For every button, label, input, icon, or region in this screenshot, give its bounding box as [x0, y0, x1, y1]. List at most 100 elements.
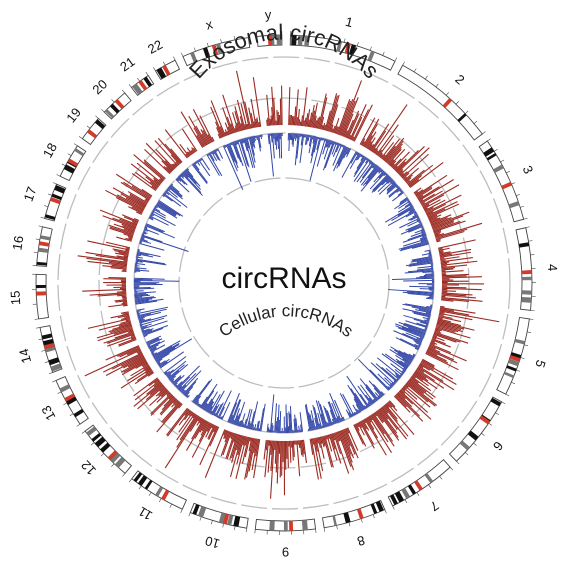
exosomal-bar: [337, 100, 352, 135]
exosomal-bar: [192, 108, 212, 144]
cellular-bar: [140, 323, 152, 328]
exosomal-bar: [439, 251, 451, 255]
cellular-bar: [359, 378, 378, 401]
exosomal-bar: [319, 97, 328, 130]
exosomal-bar: [155, 387, 167, 397]
scale-tick: [455, 101, 459, 105]
cellular-bar: [201, 390, 215, 409]
scale-tick: [382, 51, 385, 56]
exosomal-bar: [205, 423, 214, 438]
cellular-bar: [411, 306, 432, 312]
cellular-bar: [278, 133, 281, 159]
cellular-bar: [136, 308, 145, 311]
cellular-bar: [137, 306, 169, 315]
cellular-bar: [334, 399, 344, 421]
scale-tick: [153, 67, 156, 72]
cellular-bar: [227, 392, 240, 423]
exosomal-bar: [244, 101, 252, 129]
cellular-bar: [397, 206, 414, 217]
cellular-bar: [322, 139, 328, 155]
cellular-bar: [395, 375, 400, 379]
scale-tick: [86, 125, 91, 129]
cytoband: [114, 457, 126, 468]
exosomal-bar: [136, 370, 153, 382]
cellular-bar: [385, 368, 400, 380]
cellular-bar: [169, 364, 189, 381]
exosomal-bar: [395, 161, 406, 172]
cellular-bar: [423, 274, 434, 276]
exosomal-bar: [402, 172, 410, 180]
exosomal-bar: [222, 431, 232, 456]
chromosome-band: [36, 226, 53, 267]
exosomal-bar: [436, 240, 441, 243]
cellular-bar: [314, 417, 318, 430]
exosomal-bar: [231, 434, 241, 463]
exosomal-bar: [153, 381, 161, 388]
scale-tick: [505, 393, 510, 397]
exosomal-bar: [191, 418, 204, 440]
exosomal-bar: [414, 191, 419, 195]
cellular-bar: [421, 229, 425, 233]
cellular-bar: [266, 423, 269, 433]
cellular-bar: [390, 363, 404, 374]
exosomal-bar: [230, 432, 234, 440]
scale-tick: [34, 318, 39, 320]
exosomal-bar: [437, 320, 475, 331]
exosomal-bar: [332, 125, 336, 133]
cellular-bar: [240, 139, 250, 168]
exosomal-bar: [404, 384, 409, 388]
exosomal-bar: [402, 386, 418, 400]
exosomal-bar: [414, 189, 424, 196]
chromosome-label: 10: [203, 533, 221, 551]
cytoband: [233, 515, 241, 527]
cellular-bar: [141, 234, 163, 243]
exosomal-bar: [179, 414, 198, 441]
exosomal-bar: [179, 143, 190, 157]
exosomal-bar: [123, 359, 147, 373]
cellular-bar: [415, 342, 421, 346]
cellular-bar: [362, 166, 380, 187]
exosomal-bar: [396, 393, 421, 417]
exosomal-bar: [362, 118, 380, 147]
exosomal-bar: [121, 302, 128, 305]
cellular-bar: [327, 401, 337, 424]
exosomal-bar: [127, 235, 133, 239]
cellular-bar: [399, 338, 420, 349]
cellular-bar: [150, 213, 155, 217]
cellular-bar: [141, 320, 168, 330]
exosomal-bar: [383, 404, 399, 422]
exosomal-bar: [163, 166, 172, 174]
cellular-bar: [258, 135, 262, 148]
cellular-bar: [191, 394, 198, 403]
exosomal-bar: [361, 420, 367, 430]
exosomal-bar: [424, 207, 434, 213]
exosomal-bar: [403, 385, 408, 390]
cellular-bar: [164, 192, 167, 195]
cellular-bar: [402, 303, 432, 311]
exosomal-bar: [116, 291, 127, 293]
cellular-bar: [153, 208, 166, 217]
cellular-bar: [355, 404, 362, 413]
cellular-bar: [372, 174, 389, 191]
exosomal-bar: [145, 176, 160, 188]
cellular-bar: [139, 314, 168, 324]
cellular-bar: [196, 401, 200, 406]
exosomal-bar: [439, 310, 500, 323]
exosomal-bar: [102, 265, 127, 269]
cellular-bar: [342, 393, 355, 416]
exosomal-bar: [87, 318, 131, 329]
exosomal-bar: [199, 115, 214, 143]
cellular-bar: [158, 358, 170, 367]
cytoband: [490, 397, 502, 407]
cellular-bar: [166, 360, 187, 377]
exosomal-bar: [434, 330, 442, 334]
cellular-bar: [240, 413, 246, 427]
cellular-bar: [340, 418, 343, 422]
exosomal-bar: [366, 141, 372, 149]
exosomal-bar: [415, 369, 445, 389]
cellular-bar: [328, 140, 332, 148]
cellular-bar: [374, 392, 381, 399]
cellular-bar: [353, 412, 356, 416]
exosomal-bar: [270, 440, 273, 455]
centromere: [442, 98, 453, 109]
